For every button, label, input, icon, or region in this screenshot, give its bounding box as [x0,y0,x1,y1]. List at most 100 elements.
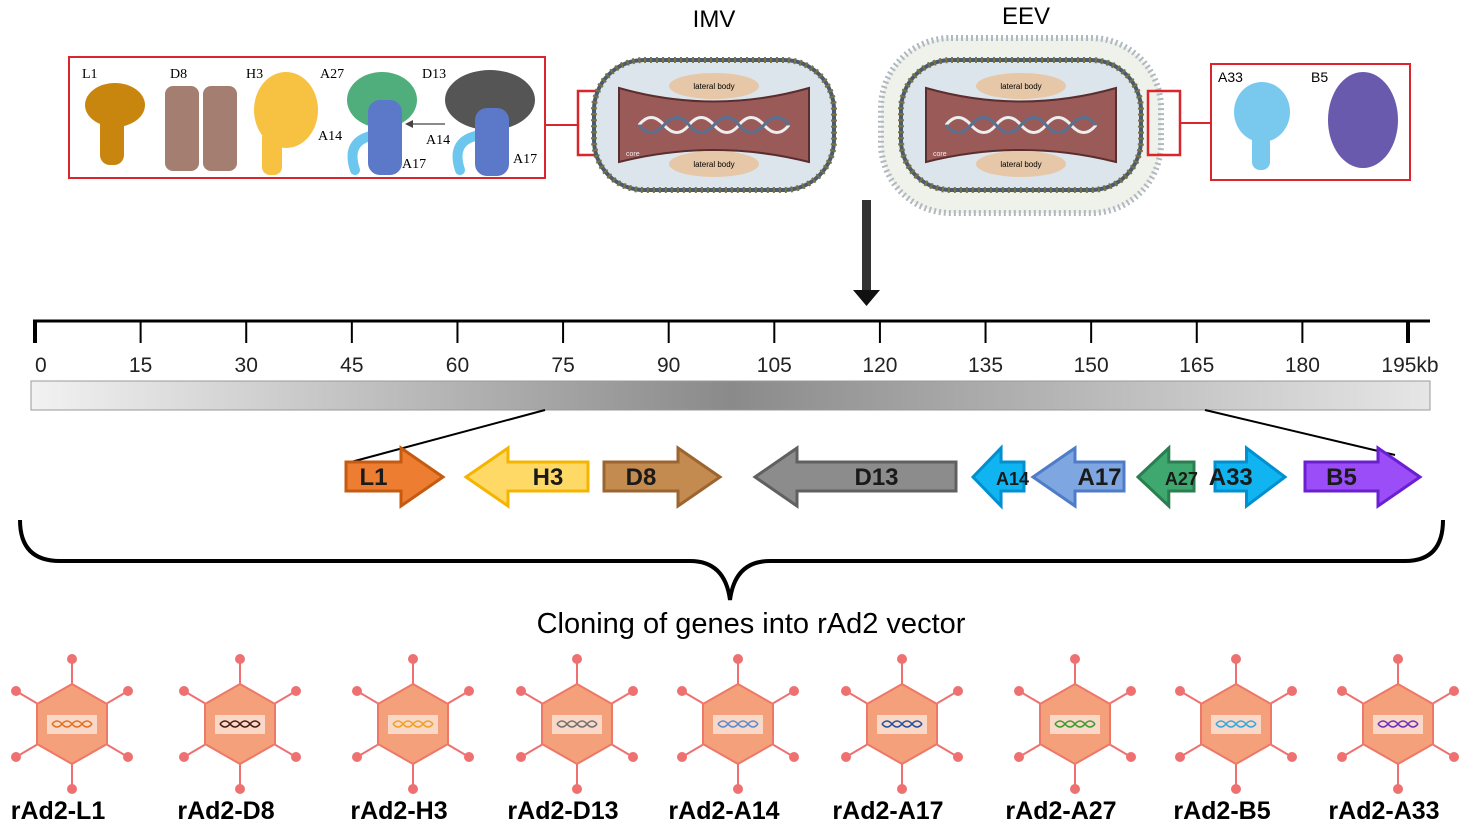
dna-icon [1054,720,1096,728]
fiber-knob [179,686,189,696]
gene-a14: A14 [970,444,1029,510]
protein-label-a14: A14 [426,133,450,148]
dna-icon [219,720,261,728]
gene-arrow-l1 [344,445,446,509]
ruler-tick-label: 15 [129,354,152,377]
gene-label: D13 [854,464,898,491]
vector-label: rAd2-B5 [1173,797,1270,825]
protein-label-a17: A17 [513,152,537,167]
vector-label: rAd2-A33 [1328,797,1439,825]
vector-label: rAd2-A17 [832,797,943,825]
dna-helix [944,116,1098,134]
fiber-knob [953,686,963,696]
gene-b5: B5 [1303,445,1423,509]
lateral-body [669,151,759,177]
fiber-knob [1449,752,1459,762]
dna-icon [556,720,598,728]
ruler-tick-label: 105 [757,354,792,377]
adenovirus-vector-9: rAd2-A33 [1328,654,1459,825]
dna-icon [1377,720,1419,728]
dna-icon [881,720,923,728]
fiber-knob [1175,686,1185,696]
ruler-tick-label: 45 [340,354,363,377]
fiber-knob [1126,686,1136,696]
gene-a33: A33 [1209,444,1288,510]
protein-d8-shape [165,86,199,171]
surface-proteins [898,57,1144,193]
protein-a33-shape [1234,82,1290,142]
fiber-knob [464,752,474,762]
fiber-knob [1126,752,1136,762]
fiber-knob [1231,654,1241,664]
fiber-knob [179,752,189,762]
fiber-knob [1014,686,1024,696]
core-label: core [933,151,947,158]
fiber-knob [408,784,418,794]
down-arrow-icon [853,200,880,306]
fiber-knob [464,686,474,696]
protein-label-h3: H3 [246,67,263,82]
fiber-knob [677,686,687,696]
protein-l1-shape [85,83,145,127]
ruler-tick-label: 150 [1074,354,1109,377]
adenovirus-vector-6: rAd2-A17 [832,654,963,825]
fiber-knob [352,686,362,696]
fiber-knob [11,686,21,696]
gene-arrow-b5 [1303,445,1423,509]
fiber-knob [897,784,907,794]
fiber-knob [1287,686,1297,696]
adenovirus-vector-3: rAd2-H3 [350,654,474,825]
vector-label: rAd2-D8 [177,797,274,825]
arrowhead-icon [405,120,413,128]
surface-proteins [591,57,837,193]
protein-h3-shape [254,72,318,148]
protein-a17-shape [368,100,402,175]
adenovirus-vector-2: rAd2-D8 [177,654,301,825]
fiber-knob [123,686,133,696]
fiber-knob [1287,752,1297,762]
adenovirus-vector-1: rAd2-L1 [11,654,133,825]
adenovirus-vector-4: rAd2-D13 [507,654,638,825]
dna-helix [637,116,791,134]
fiber-knob [841,686,851,696]
gene-label: A17 [1077,464,1121,491]
gene-label: B5 [1326,464,1357,491]
vector-label: rAd2-H3 [350,797,447,825]
gene-arrow-a33 [1213,444,1288,510]
gene-d8: D8 [602,445,723,509]
vector-label: rAd2-D13 [507,797,618,825]
protein-label-a17: A17 [402,157,426,172]
gene-arrow-d8 [602,445,723,509]
ruler-tick-label: 135 [968,354,1003,377]
fiber-knob [1449,686,1459,696]
gene-label: A33 [1209,464,1253,491]
fiber-knob [516,686,526,696]
ruler-tick-label: 30 [235,354,258,377]
fiber-knob [235,784,245,794]
gene-a27: A27 [1135,444,1198,510]
eev-virion: lateral body lateral body core [878,35,1164,216]
protein-label-a33: A33 [1218,69,1243,85]
lateral-body-label: lateral body [693,160,734,169]
protein-label-b5: B5 [1311,69,1328,85]
grouping-brace [18,519,1445,601]
fiber-knob [841,752,851,762]
lateral-body [976,73,1066,99]
fiber-knob [408,654,418,664]
gene-arrow-d13 [752,445,958,509]
lateral-body-label: lateral body [1000,82,1041,91]
fiber-knob [235,654,245,664]
gene-a17: A17 [1030,445,1126,509]
protein-label-a27: A27 [320,67,344,82]
fiber-knob [1014,752,1024,762]
ruler-tick-label: 0 [35,354,47,377]
protein-d8-shape [203,86,237,171]
genome-bar [30,380,1431,411]
gene-label: D8 [626,464,657,491]
fiber-knob [628,686,638,696]
protein-b5-shape [1328,72,1398,168]
gene-h3: H3 [463,445,590,509]
core-label: core [626,151,640,158]
